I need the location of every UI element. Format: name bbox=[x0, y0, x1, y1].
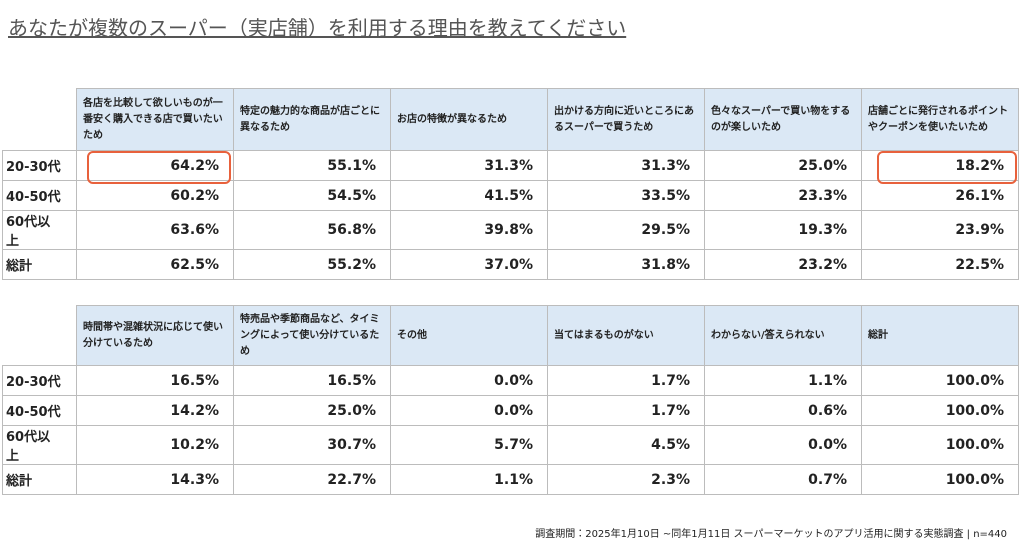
data-cell: 29.5% bbox=[547, 210, 705, 250]
highlight-box bbox=[877, 151, 1017, 184]
data-cell: 63.6% bbox=[76, 210, 234, 250]
data-row: 20-30代 16.5% 16.5% 0.0% 1.7% 1.1% 100.0% bbox=[2, 365, 1019, 396]
data-cell: 25.0% bbox=[233, 395, 391, 426]
data-cell: 60.2% bbox=[76, 180, 234, 211]
data-cell: 64.2% bbox=[76, 150, 234, 181]
data-cell: 1.7% bbox=[547, 395, 705, 426]
data-cell: 23.3% bbox=[704, 180, 862, 211]
data-cell: 14.2% bbox=[76, 395, 234, 426]
data-cell: 14.3% bbox=[76, 464, 234, 495]
data-cell: 5.7% bbox=[390, 425, 548, 465]
data-cell: 0.6% bbox=[704, 395, 862, 426]
data-cell: 39.8% bbox=[390, 210, 548, 250]
data-cell: 31.8% bbox=[547, 249, 705, 280]
data-row: 総計 14.3% 22.7% 1.1% 2.3% 0.7% 100.0% bbox=[2, 464, 1019, 495]
data-cell: 18.2% bbox=[861, 150, 1019, 181]
column-header: 色々なスーパーで買い物をするのが楽しいため bbox=[704, 88, 862, 151]
column-header: 店舗ごとに発行されるポイントやクーポンを使いたいため bbox=[861, 88, 1019, 151]
data-cell: 25.0% bbox=[704, 150, 862, 181]
column-header: お店の特徴が異なるため bbox=[390, 88, 548, 151]
row-label: 総計 bbox=[2, 249, 77, 280]
data-cell: 30.7% bbox=[233, 425, 391, 465]
data-cell: 31.3% bbox=[390, 150, 548, 181]
header-row: 各店を比較して欲しいものが一番安く購入できる店で買いたいため 特定の魅力的な商品が… bbox=[2, 88, 1019, 151]
column-header: 特売品や季節商品など、タイミングによって使い分けているため bbox=[233, 305, 391, 366]
row-label: 20-30代 bbox=[2, 365, 77, 396]
row-label: 60代以上 bbox=[2, 425, 77, 465]
header-row: 時間帯や混雑状況に応じて使い分けているため 特売品や季節商品など、タイミングによっ… bbox=[2, 305, 1019, 366]
data-cell: 10.2% bbox=[76, 425, 234, 465]
data-cell: 100.0% bbox=[861, 425, 1019, 465]
data-cell: 22.7% bbox=[233, 464, 391, 495]
data-row: 総計 62.5% 55.2% 37.0% 31.8% 23.2% 22.5% bbox=[2, 249, 1019, 280]
data-row: 40-50代 60.2% 54.5% 41.5% 33.5% 23.3% 26.1% bbox=[2, 180, 1019, 211]
data-cell: 41.5% bbox=[390, 180, 548, 211]
column-header: 総計 bbox=[861, 305, 1019, 366]
data-cell: 16.5% bbox=[76, 365, 234, 396]
data-cell: 23.2% bbox=[704, 249, 862, 280]
data-cell: 31.3% bbox=[547, 150, 705, 181]
data-cell: 0.7% bbox=[704, 464, 862, 495]
data-cell: 16.5% bbox=[233, 365, 391, 396]
column-header: その他 bbox=[390, 305, 548, 366]
row-label: 40-50代 bbox=[2, 180, 77, 211]
data-cell: 1.1% bbox=[704, 365, 862, 396]
column-header: 当てはまるものがない bbox=[547, 305, 705, 366]
data-cell: 55.2% bbox=[233, 249, 391, 280]
column-header: わからない/答えられない bbox=[704, 305, 862, 366]
data-cell: 4.5% bbox=[547, 425, 705, 465]
data-row: 20-30代 64.2% 55.1% 31.3% 31.3% 25.0% 18.2% bbox=[2, 150, 1019, 181]
data-cell: 33.5% bbox=[547, 180, 705, 211]
column-header: 時間帯や混雑状況に応じて使い分けているため bbox=[76, 305, 234, 366]
row-label: 40-50代 bbox=[2, 395, 77, 426]
data-row: 60代以上 63.6% 56.8% 39.8% 29.5% 19.3% 23.9% bbox=[2, 210, 1019, 250]
data-cell: 0.0% bbox=[390, 395, 548, 426]
data-table: 時間帯や混雑状況に応じて使い分けているため 特売品や季節商品など、タイミングによっ… bbox=[2, 305, 1019, 495]
column-header: 出かける方向に近いところにあるスーパーで買うため bbox=[547, 88, 705, 151]
data-row: 60代以上 10.2% 30.7% 5.7% 4.5% 0.0% 100.0% bbox=[2, 425, 1019, 465]
data-cell: 0.0% bbox=[704, 425, 862, 465]
data-cell: 0.0% bbox=[390, 365, 548, 396]
data-cell: 23.9% bbox=[861, 210, 1019, 250]
column-header: 特定の魅力的な商品が店ごとに異なるため bbox=[233, 88, 391, 151]
data-cell: 55.1% bbox=[233, 150, 391, 181]
data-cell: 37.0% bbox=[390, 249, 548, 280]
row-label: 60代以上 bbox=[2, 210, 77, 250]
data-cell: 62.5% bbox=[76, 249, 234, 280]
data-cell: 54.5% bbox=[233, 180, 391, 211]
row-label: 20-30代 bbox=[2, 150, 77, 181]
data-table: 各店を比較して欲しいものが一番安く購入できる店で買いたいため 特定の魅力的な商品が… bbox=[2, 88, 1019, 280]
highlight-box bbox=[87, 151, 231, 184]
footer: 調査期間：2025年1月10日 ~同年1月11日 スーパーマーケットのアプリ活用… bbox=[535, 529, 1007, 540]
data-cell: 100.0% bbox=[861, 395, 1019, 426]
data-cell: 2.3% bbox=[547, 464, 705, 495]
row-label: 総計 bbox=[2, 464, 77, 495]
corner-cell bbox=[2, 88, 77, 151]
data-cell: 19.3% bbox=[704, 210, 862, 250]
data-cell: 1.1% bbox=[390, 464, 548, 495]
data-cell: 100.0% bbox=[861, 365, 1019, 396]
corner-cell bbox=[2, 305, 77, 366]
data-cell: 100.0% bbox=[861, 464, 1019, 495]
data-cell: 1.7% bbox=[547, 365, 705, 396]
data-cell: 22.5% bbox=[861, 249, 1019, 280]
data-row: 40-50代 14.2% 25.0% 0.0% 1.7% 0.6% 100.0% bbox=[2, 395, 1019, 426]
data-cell: 26.1% bbox=[861, 180, 1019, 211]
data-cell: 56.8% bbox=[233, 210, 391, 250]
column-header: 各店を比較して欲しいものが一番安く購入できる店で買いたいため bbox=[76, 88, 234, 151]
title: あなたが複数のスーパー（実店舗）を利用する理由を教えてください bbox=[8, 16, 627, 40]
